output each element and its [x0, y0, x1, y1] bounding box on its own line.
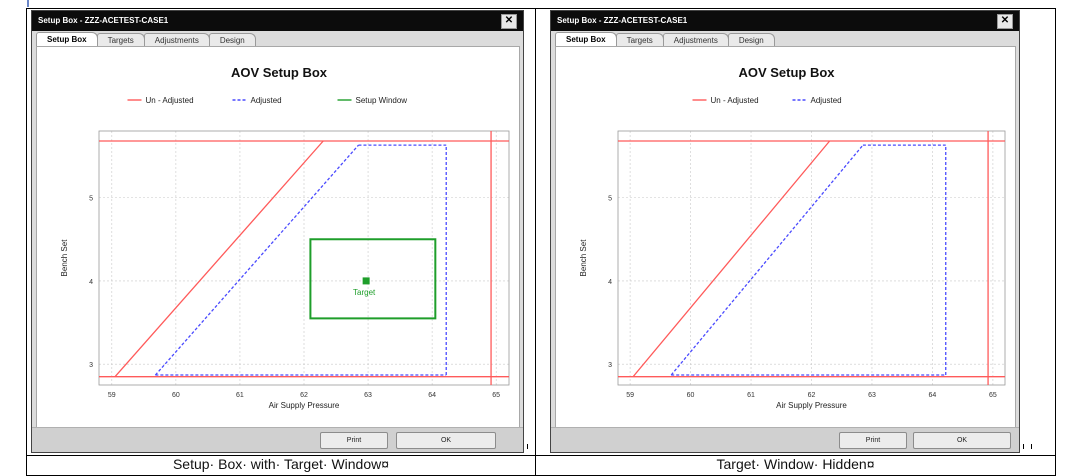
target-label: Target: [353, 288, 376, 297]
y-tick-label: 3: [608, 362, 612, 369]
caption-left: Setup· Box· with· Target· Window¤: [26, 455, 536, 476]
x-tick-label: 63: [364, 392, 372, 399]
y-axis-label: Bench Set: [579, 239, 588, 277]
adjusted-line: [154, 144, 359, 376]
x-tick-label: 61: [747, 392, 755, 399]
y-tick-label: 4: [608, 279, 612, 286]
paragraph-mark: [27, 0, 35, 7]
x-tick-label: 64: [929, 392, 937, 399]
x-tick-label: 65: [492, 392, 500, 399]
legend-item: Un - Adjusted: [127, 96, 194, 105]
close-button[interactable]: ✕: [997, 14, 1013, 29]
x-tick-label: 62: [808, 392, 816, 399]
legend-label: Setup Window: [356, 96, 408, 105]
cell-end-mark: [527, 444, 536, 449]
y-axis-label: Bench Set: [60, 239, 69, 277]
legend-label: Adjusted: [251, 96, 282, 105]
window-title: Setup Box - ZZZ-ACETEST-CASE1: [557, 16, 688, 25]
x-tick-label: 61: [236, 392, 244, 399]
y-tick-label: 4: [89, 279, 93, 286]
close-button[interactable]: ✕: [501, 14, 517, 29]
plot-area: [617, 130, 1006, 386]
close-icon: ✕: [504, 15, 514, 26]
window-titlebar[interactable]: Setup Box - ZZZ-ACETEST-CASE1 ✕: [32, 11, 523, 31]
unadjusted-line: [114, 140, 324, 378]
ok-button[interactable]: OK: [913, 432, 1011, 449]
tab-setup-box[interactable]: Setup Box: [555, 32, 617, 47]
y-tick-label: 3: [89, 362, 93, 369]
print-button[interactable]: Print: [839, 432, 907, 449]
legend-item: Un - Adjusted: [692, 96, 759, 105]
tab-targets[interactable]: Targets: [615, 33, 664, 47]
tab-strip: Setup Box Targets Adjustments Design: [36, 32, 256, 47]
x-tick-label: 65: [989, 392, 997, 399]
caption-right: Target· Window· Hidden¤: [535, 455, 1056, 476]
tab-setup-box[interactable]: Setup Box: [36, 32, 98, 47]
aov-setup-box-chart: AOV Setup Box Un - Adjusted Adjusted Setup …: [60, 65, 510, 410]
legend-item: Adjusted: [232, 96, 282, 105]
y-tick-label: 5: [608, 196, 612, 203]
unadjusted-line: [632, 140, 831, 378]
setup-box-window-left: Setup Box - ZZZ-ACETEST-CASE1 ✕ Setup Bo…: [31, 10, 524, 453]
tab-adjustments[interactable]: Adjustments: [662, 33, 729, 47]
tab-strip: Setup Box Targets Adjustments Design: [555, 32, 775, 47]
tab-targets[interactable]: Targets: [96, 33, 145, 47]
x-tick-label: 63: [868, 392, 876, 399]
x-axis-label: Air Supply Pressure: [269, 401, 340, 410]
window-titlebar[interactable]: Setup Box - ZZZ-ACETEST-CASE1 ✕: [551, 11, 1019, 31]
table-cell-right: [535, 8, 1056, 456]
close-icon: ✕: [1000, 15, 1010, 26]
legend-label: Un - Adjusted: [146, 96, 194, 105]
chart-title: AOV Setup Box: [738, 65, 835, 80]
plot-area: [98, 130, 510, 386]
window-footer: Print OK: [32, 427, 523, 452]
x-tick-label: 60: [172, 392, 180, 399]
chart-title: AOV Setup Box: [231, 65, 328, 80]
x-tick-label: 59: [108, 392, 116, 399]
x-tick-label: 64: [428, 392, 436, 399]
window-title: Setup Box - ZZZ-ACETEST-CASE1: [38, 16, 169, 25]
print-button[interactable]: Print: [320, 432, 388, 449]
setup-box-window-right: Setup Box - ZZZ-ACETEST-CASE1 ✕ Setup Bo…: [550, 10, 1020, 453]
target-point: [362, 277, 370, 285]
setup-window-rect: [309, 238, 437, 320]
legend-label: Adjusted: [811, 96, 842, 105]
window-footer: Print OK: [551, 427, 1019, 452]
chart-panel: AOV Setup Box Un - Adjusted Adjusted Setup …: [36, 46, 520, 430]
x-tick-label: 62: [300, 392, 308, 399]
tab-design[interactable]: Design: [208, 33, 256, 47]
y-tick-label: 5: [89, 196, 93, 203]
tab-design[interactable]: Design: [727, 33, 775, 47]
chart-panel: AOV Setup Box Un - Adjusted Adjusted 59 60 61…: [555, 46, 1016, 430]
adjusted-line: [670, 144, 864, 376]
tab-adjustments[interactable]: Adjustments: [143, 33, 210, 47]
legend-label: Un - Adjusted: [711, 96, 759, 105]
ok-button[interactable]: OK: [396, 432, 496, 449]
x-axis-label: Air Supply Pressure: [776, 401, 847, 410]
x-tick-label: 59: [626, 392, 634, 399]
legend-item: Adjusted: [792, 96, 842, 105]
x-tick-label: 60: [687, 392, 695, 399]
legend-item: Setup Window: [337, 96, 408, 105]
cell-end-mark: [1023, 444, 1032, 449]
aov-setup-box-chart: AOV Setup Box Un - Adjusted Adjusted 59 60 61…: [579, 65, 1006, 410]
